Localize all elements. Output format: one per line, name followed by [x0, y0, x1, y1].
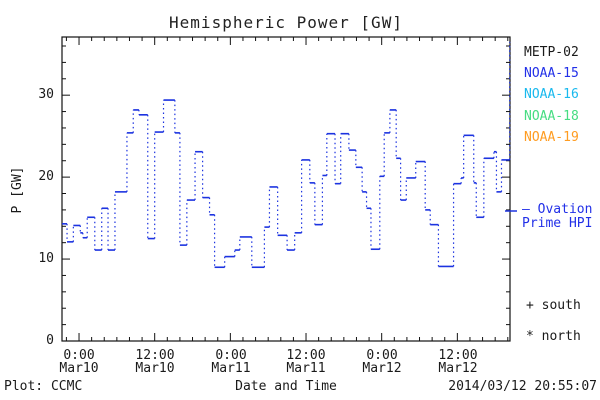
x-tick-time: 12:00 — [135, 348, 175, 363]
x-tick-date: Mar10 — [135, 361, 175, 376]
x-tick-label-mar11-00: 0:00 Mar11 — [195, 349, 267, 375]
legend-item-metp02: METP-02 — [524, 45, 579, 60]
x-tick-label-mar10-12: 12:00 Mar10 — [119, 349, 191, 375]
x-tick-time: 0:00 — [63, 348, 95, 363]
x-tick-label-mar11-12: 12:00 Mar11 — [270, 349, 342, 375]
x-tick-time: 0:00 — [215, 348, 247, 363]
legend-marker-north: * north — [526, 329, 581, 344]
x-tick-label-mar10-00: 0:00 Mar10 — [43, 349, 115, 375]
legend-item-noaa15: NOAA-15 — [524, 66, 579, 81]
x-tick-date: Mar11 — [286, 361, 326, 376]
x-tick-label-mar12-12: 12:00 Mar12 — [422, 349, 494, 375]
x-tick-date: Mar11 — [211, 361, 251, 376]
x-tick-time: 12:00 — [286, 348, 326, 363]
y-axis-label: P [GW] — [10, 166, 25, 214]
page-title: Hemispheric Power [GW] — [169, 13, 403, 32]
legend-ovation-prime-hpi: — Ovation Prime HPI — [522, 203, 592, 231]
x-tick-time: 12:00 — [438, 348, 478, 363]
legend-ovation-line1: — Ovation — [522, 202, 593, 217]
y-tick-label-30: 30 — [38, 87, 54, 102]
y-tick-label-20: 20 — [38, 169, 54, 184]
y-tick-label-10: 10 — [38, 251, 54, 266]
x-tick-label-mar12-00: 0:00 Mar12 — [346, 349, 418, 375]
plot-credit: Plot: CCMC — [4, 379, 83, 394]
plot-timestamp: 2014/03/12 20:55:07 — [448, 379, 597, 394]
x-tick-date: Mar10 — [59, 361, 99, 376]
legend-ovation-line2: Prime HPI — [522, 216, 593, 231]
x-tick-date: Mar12 — [362, 361, 402, 376]
legend-marker-south: + south — [526, 298, 581, 313]
plot-frame — [61, 36, 511, 342]
legend-item-noaa18: NOAA-18 — [524, 109, 579, 124]
x-tick-date: Mar12 — [438, 361, 478, 376]
x-tick-time: 0:00 — [366, 348, 398, 363]
x-axis-title: Date and Time — [235, 379, 337, 394]
y-tick-label-0: 0 — [46, 333, 54, 348]
legend-item-noaa16: NOAA-16 — [524, 87, 579, 102]
data-series-ovation-prime-hpi — [62, 41, 511, 269]
legend-item-noaa19: NOAA-19 — [524, 130, 579, 145]
